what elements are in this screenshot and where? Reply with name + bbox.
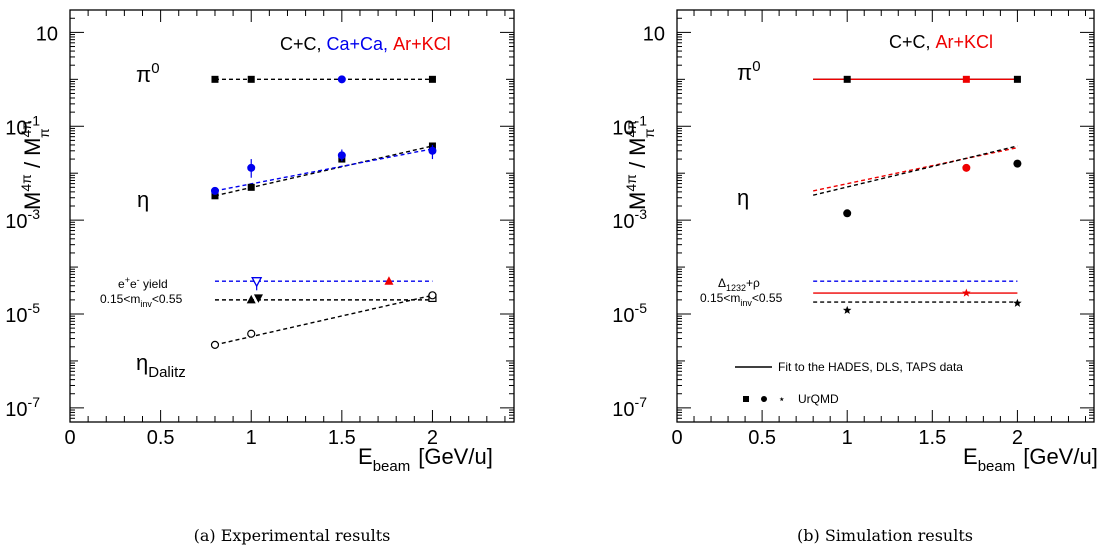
- panel-b-label-eta: η: [737, 185, 749, 210]
- data-point: [210, 340, 220, 349]
- fit-line: [214, 148, 433, 192]
- data-point: [247, 163, 256, 172]
- data-point: [428, 146, 437, 155]
- panel-a-points: [210, 75, 437, 349]
- panel-b-label-delta: Δ1232+ρ: [718, 276, 760, 293]
- panel-a-fit-lines: [214, 78, 433, 346]
- panel-a-x-ticks: 0 0.5 1 1.5 2: [64, 10, 506, 449]
- x-tick-label: 2: [1012, 427, 1023, 449]
- panel-b-x-ticks: 0 0.5 1 1.5 2: [671, 10, 1086, 449]
- y-tick-label: 10-7: [5, 394, 40, 421]
- data-point: [253, 294, 263, 303]
- panel-b-urqmd-legend-label: UrQMD: [798, 392, 839, 406]
- x-tick-label: 1.5: [328, 427, 356, 449]
- panel-a-legend: C+C, Ca+Ca, Ar+KCl: [280, 34, 451, 54]
- x-tick-label: 2: [427, 427, 438, 449]
- urqmd-legend-star: ⋆: [778, 392, 786, 406]
- y-tick-label: 10-5: [612, 300, 647, 327]
- fit-line: [813, 146, 1018, 192]
- panel-a-y-axis-label: M4π / M4π π: [18, 120, 52, 210]
- x-tick-label: 0.5: [748, 427, 776, 449]
- caption-b: (b) Simulation results: [797, 526, 973, 545]
- y-tick-label: 10: [643, 23, 665, 45]
- data-point: [211, 192, 219, 200]
- data-point: [962, 288, 971, 297]
- data-point: [962, 75, 970, 83]
- panel-b-label-mass-range: 0.15<minv<0.55: [700, 291, 783, 308]
- data-point: [211, 75, 219, 83]
- x-tick-label: 0.5: [147, 427, 175, 449]
- y-tick-label: 10-1: [5, 112, 40, 139]
- x-tick-label: 0: [64, 427, 75, 449]
- y-tick-label: 10-1: [612, 112, 647, 139]
- panel-b-legend: C+C, Ar+KCl: [889, 32, 993, 52]
- panel-b-points: [842, 75, 1022, 314]
- data-point: [246, 294, 256, 304]
- panel-a-label-eta: η: [137, 187, 149, 212]
- data-point: [247, 75, 255, 83]
- data-point: [842, 305, 852, 314]
- urqmd-legend-square: [743, 396, 749, 402]
- y-tick-label: 10-3: [612, 206, 647, 233]
- y-tick-label: 10-5: [5, 300, 40, 327]
- fit-line: [812, 145, 1018, 196]
- x-tick-label: 0: [671, 427, 682, 449]
- panel-a-y-ticks: 10 10-1 10-3 10-5 10-7: [5, 9, 514, 423]
- panel-b-fit-legend-label: Fit to the HADES, DLS, TAPS data: [778, 360, 963, 374]
- y-tick-label: 10-3: [5, 206, 40, 233]
- panel-a-x-axis-label: Ebeam [GeV/u]: [358, 444, 493, 475]
- data-point: [384, 276, 394, 285]
- panel-b-x-axis-label: Ebeam [GeV/u]: [963, 444, 1098, 475]
- urqmd-legend-circle: [761, 396, 767, 402]
- panel-b-y-ticks: 10 10-1 10-3 10-5 10-7: [612, 9, 1094, 423]
- data-point: [247, 183, 255, 191]
- panel-a-label-pi0: π0: [136, 60, 160, 87]
- x-tick-label: 1: [246, 427, 257, 449]
- panel-a-label-ee-yield: e+e- yield: [118, 275, 168, 291]
- data-point: [428, 75, 436, 83]
- x-tick-label: 1.5: [918, 427, 946, 449]
- data-point: [251, 277, 263, 288]
- data-point: [337, 75, 346, 84]
- panel-a-frame: [69, 9, 515, 423]
- panel-a-label-eta-dalitz: ηDalitz: [136, 350, 186, 381]
- panel-b-y-axis-label: M4π / M4π π: [623, 120, 657, 210]
- data-point: [428, 291, 437, 300]
- panel-b-label-pi0: π0: [737, 58, 761, 85]
- x-tick-label: 1: [842, 427, 853, 449]
- data-point: [210, 186, 219, 195]
- fit-line: [214, 145, 433, 197]
- data-point: [962, 163, 971, 172]
- data-point: [247, 329, 256, 338]
- panel-b-fit-lines: [812, 78, 1018, 303]
- data-point: [1013, 75, 1021, 83]
- data-point: [1013, 298, 1022, 307]
- y-tick-label: 10-7: [612, 394, 647, 421]
- data-point: [337, 151, 346, 160]
- panel-a-label-mass-range: 0.15<minv<0.55: [100, 292, 183, 309]
- data-point: [843, 209, 852, 218]
- panel-b-frame: [676, 9, 1095, 423]
- data-point: [1013, 159, 1022, 168]
- caption-a: (a) Experimental results: [194, 526, 391, 545]
- y-tick-label: 10: [36, 23, 58, 45]
- data-point: [843, 75, 851, 83]
